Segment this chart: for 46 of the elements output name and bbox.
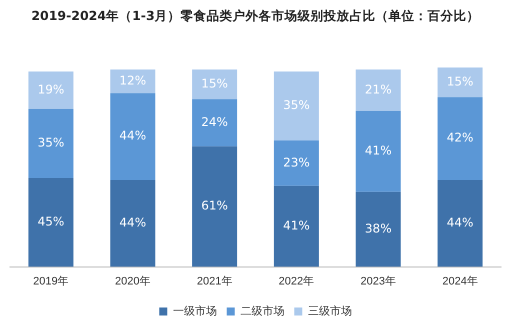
bar [274, 186, 319, 267]
x-tick-label: 2019年 [33, 275, 69, 288]
legend-label: 一级市场 [172, 304, 217, 318]
data-label: 35% [38, 136, 64, 150]
data-label: 35% [283, 98, 310, 112]
data-label: 41% [283, 218, 310, 232]
bar [110, 93, 156, 180]
x-tick-label: 2023年 [360, 275, 396, 288]
legend-label: 二级市场 [240, 304, 284, 318]
chart-title: 2019-2024年（1-3月）零食品类户外各市场级别投放占比（单位：百分比） [30, 8, 481, 25]
bar [110, 69, 156, 94]
x-tick-label: 2022年 [278, 275, 314, 288]
data-label: 24% [201, 114, 228, 129]
x-tick-label: 2020年 [115, 275, 150, 288]
data-label: 19% [38, 82, 64, 96]
data-label: 23% [283, 155, 310, 170]
bar [28, 178, 74, 267]
data-label: 45% [38, 214, 64, 229]
bar [438, 97, 483, 180]
data-label: 21% [364, 82, 392, 96]
bar [356, 69, 401, 111]
data-label: 12% [119, 73, 146, 88]
bar [110, 180, 156, 267]
bar [192, 69, 238, 100]
x-tick-label: 2024年 [442, 275, 478, 288]
bar [28, 108, 74, 178]
data-label: 44% [119, 128, 146, 143]
bar [356, 110, 401, 192]
data-label: 42% [446, 130, 474, 145]
data-label: 44% [119, 216, 146, 230]
data-label: 38% [364, 221, 392, 236]
bar [438, 67, 483, 98]
data-label: 15% [446, 74, 474, 88]
bar [356, 192, 401, 267]
bar [274, 140, 319, 186]
data-label: 61% [201, 198, 228, 213]
bar [28, 71, 74, 109]
data-label: 15% [201, 76, 228, 90]
bar [192, 99, 238, 146]
bar [274, 71, 319, 141]
x-tick-label: 2021年 [196, 275, 232, 288]
legend-label: 三级市场 [308, 304, 352, 318]
data-label: 44% [446, 216, 474, 230]
bar [438, 180, 483, 267]
bar [192, 146, 238, 267]
data-label: 41% [364, 143, 392, 158]
